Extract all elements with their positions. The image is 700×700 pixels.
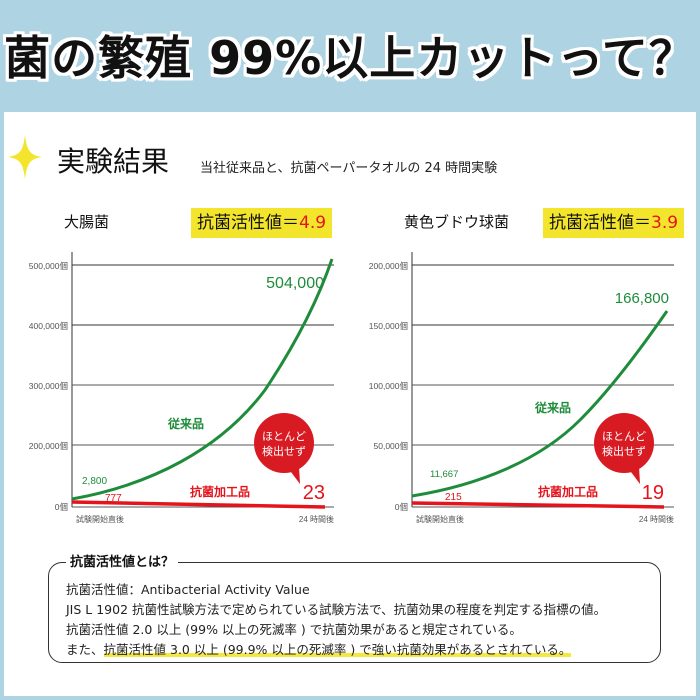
y-tick: 0個	[395, 502, 408, 512]
antibacterial-series-label: 抗菌加工品	[190, 484, 250, 499]
activity-value: 3.9	[651, 213, 679, 233]
bubble-line2: 検出せず	[262, 444, 306, 458]
conventional-start-value: 2,800	[82, 476, 107, 487]
bubble-line1: ほとんど	[602, 430, 646, 443]
antibacterial-end-value: 19	[642, 482, 664, 504]
info-line-1: 抗菌活性値：Antibacterial Activity Value	[66, 582, 310, 597]
y-tick: 0個	[55, 502, 68, 512]
x-end-label: 24 時間後	[299, 514, 334, 524]
bubble-line2: 検出せず	[602, 444, 646, 458]
y-tick: 150,000個	[369, 321, 408, 331]
y-tick: 50,000個	[374, 441, 409, 451]
y-tick: 400,000個	[29, 321, 68, 331]
section-subtitle: 当社従来品と、抗菌ペーパータオルの 24 時間実験	[200, 161, 498, 176]
header-banner: 菌の繁殖 99%以上カットって？	[0, 0, 700, 112]
conventional-end-value: 504,000	[266, 275, 324, 292]
y-tick: 100,000個	[369, 381, 408, 391]
antibacterial-end-value: 23	[303, 482, 325, 504]
antibacterial-start-value: 777	[105, 493, 122, 504]
x-start-label: 試験開始直後	[76, 514, 124, 524]
bubble-line1: ほとんど	[262, 430, 306, 443]
info-line-3: 抗菌活性値 2.0 以上 (99% 以上の死滅率 ) で抗菌効果があると規定され…	[66, 622, 522, 637]
speech-bubble: ほとんど 検出せず	[254, 413, 314, 484]
speech-bubble: ほとんど 検出せず	[594, 413, 654, 484]
x-start-label: 試験開始直後	[416, 514, 464, 524]
activity-value: 4.9	[299, 213, 327, 233]
right-chart: 200,000個 150,000個 100,000個 50,000個 0個 16…	[369, 252, 674, 524]
info-title: 抗菌活性値とは？	[66, 551, 179, 570]
page-title: 菌の繁殖 99%以上カットって？	[4, 31, 696, 85]
right-activity-badge: 抗菌活性値＝3.9	[543, 208, 685, 238]
y-tick: 200,000個	[29, 441, 68, 451]
left-chart: 500,000個 400,000個 300,000個 200,000個 0個 5…	[29, 252, 334, 524]
info-line-4-highlight: 抗菌活性値 3.0 以上 (99.9% 以上の死滅率 ) で強い抗菌効果があると…	[103, 642, 572, 657]
antibacterial-start-value: 215	[445, 492, 462, 503]
sparkle-icon	[8, 135, 42, 179]
conventional-end-value: 166,800	[615, 290, 669, 307]
conventional-series-label: 従来品	[534, 400, 571, 415]
activity-label: 抗菌活性値＝	[197, 213, 299, 233]
antibacterial-series-label: 抗菌加工品	[538, 484, 598, 499]
y-tick: 300,000個	[29, 381, 68, 391]
info-line-4: また、抗菌活性値 3.0 以上 (99.9% 以上の死滅率 ) で強い抗菌効果が…	[66, 639, 572, 658]
conventional-start-value: 11,667	[430, 469, 458, 480]
left-activity-badge: 抗菌活性値＝4.9	[191, 208, 333, 238]
activity-label: 抗菌活性値＝	[549, 213, 651, 233]
info-box	[48, 562, 661, 663]
section-title: 実験結果	[57, 145, 170, 178]
left-chart-title: 大腸菌	[64, 213, 110, 231]
info-line-4-prefix: また、	[66, 642, 104, 657]
y-tick: 500,000個	[29, 261, 68, 271]
conventional-series-label: 従来品	[167, 416, 204, 431]
right-chart-title: 黄色ブドウ球菌	[404, 213, 510, 231]
y-tick: 200,000個	[369, 261, 408, 271]
x-end-label: 24 時間後	[639, 514, 674, 524]
info-line-2: JIS L 1902 抗菌性試験方法で定められている試験方法で、抗菌効果の程度を…	[66, 602, 607, 617]
